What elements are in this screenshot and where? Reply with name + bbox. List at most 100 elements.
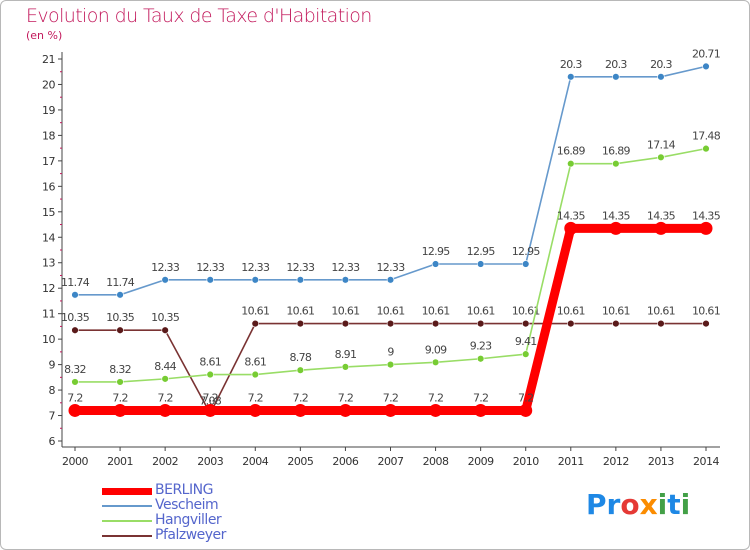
- data-label-vescheim: 12.33: [331, 261, 360, 274]
- y-tick-label: 7: [49, 410, 56, 423]
- data-point-hangviller: [116, 378, 124, 386]
- data-point-berling: [699, 221, 713, 235]
- x-tick-label: 2004: [242, 455, 268, 468]
- data-label-vescheim: 20.3: [605, 58, 627, 71]
- data-label-hangviller: 8.32: [109, 363, 131, 376]
- data-label-vescheim: 12.95: [512, 245, 541, 258]
- data-point-pfalzweyer: [702, 319, 710, 328]
- data-point-berling: [113, 403, 127, 417]
- data-point-berling: [654, 221, 668, 235]
- x-tick-label: 2006: [332, 455, 358, 468]
- data-label-berling: 7.2: [338, 391, 353, 404]
- y-tick-label: 11: [42, 308, 55, 321]
- data-point-hangviller: [567, 159, 575, 168]
- data-point-vescheim: [702, 62, 710, 71]
- data-label-hangviller: 9.23: [470, 340, 492, 353]
- data-label-pfalzweyer: 10.61: [467, 305, 495, 318]
- data-point-hangviller: [702, 144, 710, 153]
- data-point-hangviller: [386, 360, 395, 369]
- y-tick-label: 9: [49, 359, 56, 372]
- logo-letter: o: [620, 488, 640, 521]
- legend-swatch: [102, 487, 152, 495]
- data-point-hangviller: [161, 375, 169, 383]
- data-point-pfalzweyer: [657, 319, 665, 328]
- data-label-pfalzweyer: 10.35: [106, 311, 135, 324]
- y-tick-label: 13: [42, 257, 55, 270]
- data-point-hangviller: [657, 153, 665, 162]
- data-label-pfalzweyer: 10.61: [422, 305, 450, 318]
- y-tick-label: 12: [42, 282, 55, 295]
- data-point-vescheim: [296, 276, 305, 284]
- data-point-berling: [474, 403, 488, 417]
- data-point-vescheim: [567, 73, 575, 81]
- data-label-berling: 7.2: [112, 391, 127, 404]
- data-point-pfalzweyer: [71, 326, 79, 334]
- chart-title: Evolution du Taux de Taxe d'Habitation: [26, 5, 372, 27]
- logo-letter: i: [657, 488, 668, 521]
- data-label-hangviller: 17.48: [692, 130, 721, 143]
- legend-label: Hangviller: [155, 512, 222, 528]
- data-point-vescheim: [341, 276, 350, 284]
- data-label-vescheim: 12.33: [241, 261, 270, 274]
- x-tick-label: 2013: [648, 455, 674, 468]
- data-label-berling: 14.35: [692, 209, 721, 222]
- data-label-berling: 7.2: [157, 391, 172, 404]
- data-label-vescheim: 12.95: [467, 245, 496, 258]
- data-label-pfalzweyer: 7.08: [199, 394, 221, 407]
- data-label-pfalzweyer: 10.61: [647, 305, 675, 318]
- proxiti-logo: Proxiti: [586, 488, 690, 521]
- data-label-vescheim: 20.3: [650, 58, 672, 71]
- data-point-hangviller: [71, 378, 79, 386]
- data-label-hangviller: 8.32: [64, 363, 86, 376]
- y-tick-label: 17: [42, 155, 55, 168]
- legend-label: Vescheim: [155, 497, 219, 513]
- x-tick-label: 2011: [558, 455, 584, 468]
- x-tick-label: 2002: [152, 455, 178, 468]
- data-label-berling: 7.2: [518, 391, 533, 404]
- data-label-hangviller: 8.61: [244, 356, 266, 369]
- data-point-pfalzweyer: [161, 326, 169, 334]
- data-point-hangviller: [431, 358, 440, 367]
- data-label-vescheim: 11.74: [106, 276, 135, 289]
- data-point-vescheim: [161, 276, 169, 284]
- y-tick-label: 20: [42, 78, 55, 91]
- data-label-hangviller: 9.41: [515, 335, 537, 348]
- x-tick-label: 2007: [378, 455, 404, 468]
- y-tick-label: 6: [49, 435, 56, 448]
- y-tick-label: 19: [42, 104, 55, 117]
- legend-swatch: [102, 520, 152, 522]
- data-point-pfalzweyer: [476, 319, 485, 328]
- data-point-pfalzweyer: [567, 319, 575, 328]
- data-label-berling: 7.2: [473, 391, 488, 404]
- data-label-hangviller: 17.14: [647, 138, 676, 151]
- logo-letter: x: [639, 488, 658, 521]
- legend-swatch: [102, 505, 152, 507]
- logo-letter: r: [606, 488, 621, 521]
- data-label-berling: 14.35: [557, 209, 586, 222]
- data-label-berling: 7.2: [428, 391, 443, 404]
- y-unit-label: (en %): [26, 29, 63, 42]
- data-label-pfalzweyer: 10.61: [602, 305, 630, 318]
- data-label-berling: 7.2: [248, 391, 263, 404]
- data-label-pfalzweyer: 10.61: [286, 305, 314, 318]
- data-point-vescheim: [251, 276, 259, 284]
- y-tick-label: 18: [42, 129, 55, 142]
- data-label-pfalzweyer: 10.61: [241, 305, 269, 318]
- data-label-berling: 14.35: [647, 209, 676, 222]
- y-tick-label: 16: [42, 180, 55, 193]
- data-point-pfalzweyer: [296, 319, 305, 328]
- data-point-vescheim: [116, 291, 124, 299]
- data-label-vescheim: 12.95: [422, 245, 451, 258]
- data-point-vescheim: [612, 73, 620, 81]
- y-tick-label: 15: [42, 206, 55, 219]
- data-point-pfalzweyer: [251, 319, 259, 328]
- data-label-vescheim: 12.33: [377, 261, 406, 274]
- data-point-pfalzweyer: [116, 326, 124, 334]
- data-label-vescheim: 12.33: [196, 261, 225, 274]
- x-tick-label: 2014: [693, 455, 719, 468]
- data-point-pfalzweyer: [522, 319, 530, 328]
- data-point-berling: [338, 403, 352, 417]
- data-point-vescheim: [71, 291, 79, 299]
- legend-label: BERLING: [155, 482, 213, 498]
